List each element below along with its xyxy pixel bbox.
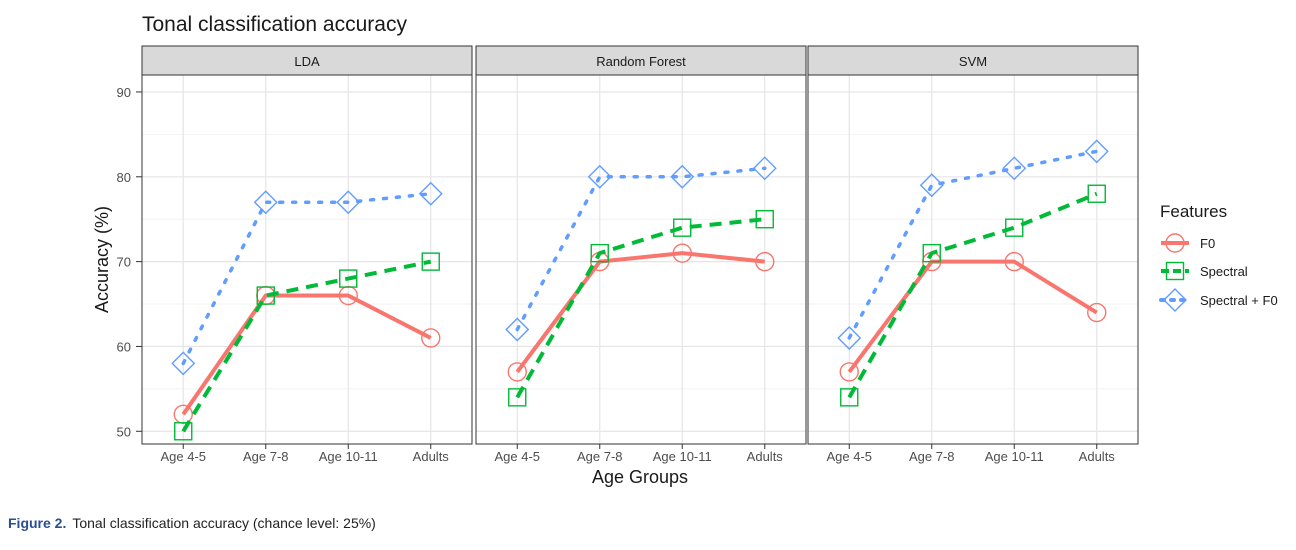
data-point-marker — [421, 252, 440, 271]
data-point-marker — [339, 269, 358, 288]
legend-key-marker — [1165, 233, 1185, 253]
data-point-marker — [670, 164, 695, 189]
legend-key-marker — [1163, 288, 1187, 312]
series-line-f0 — [515, 251, 765, 374]
data-point-marker — [587, 164, 612, 189]
data-point-marker — [1087, 302, 1107, 323]
chart-title: Tonal classification accuracy — [142, 13, 407, 36]
y-tick-label: 50 — [117, 424, 131, 439]
data-point-marker — [336, 190, 361, 215]
facet-strip — [475, 45, 807, 76]
legend-label: Spectral + F0 — [1200, 293, 1278, 308]
figure-caption-label: Figure 2. — [8, 515, 67, 531]
x-tick-label: Age 4-5 — [494, 449, 540, 464]
data-point-marker — [840, 388, 859, 407]
x-tick-label: Age 10-11 — [653, 449, 712, 464]
legend-label: Spectral — [1200, 264, 1248, 279]
series-line-spectral-f0 — [515, 166, 767, 332]
panel-background — [142, 75, 472, 444]
data-point-marker — [672, 243, 692, 263]
data-point-marker — [673, 218, 692, 237]
x-tick-label: Age 7-8 — [577, 449, 623, 464]
y-axis-label: Accuracy (%) — [92, 206, 112, 313]
facet-title: SVM — [959, 54, 987, 69]
series-line-spectral-f0 — [181, 192, 433, 366]
data-point-marker — [505, 317, 530, 342]
data-point-marker — [752, 156, 777, 181]
series-line-spectral-f0 — [847, 149, 1099, 340]
data-point-marker — [1002, 156, 1027, 181]
series-line-f0 — [181, 293, 432, 416]
y-tick-label: 90 — [117, 85, 131, 100]
data-point-marker — [755, 251, 775, 272]
figure-caption-text: Tonal classification accuracy (chance le… — [72, 515, 376, 531]
facet-title: LDA — [294, 54, 320, 69]
series-line-spectral — [181, 259, 432, 433]
panel-background — [808, 75, 1138, 444]
data-point-marker — [837, 325, 862, 350]
data-point-marker — [1004, 251, 1024, 272]
legend-label: F0 — [1200, 236, 1215, 251]
x-tick-label: Adults — [747, 449, 784, 464]
data-point-marker — [919, 173, 944, 198]
faceted-line-chart: Tonal classification accuracy Accuracy (%… — [92, 13, 1278, 487]
x-tick-label: Age 7-8 — [909, 449, 955, 464]
facet-title: Random Forest — [596, 54, 686, 69]
data-point-marker — [839, 362, 859, 382]
data-point-marker — [922, 243, 941, 263]
panel-border — [475, 74, 807, 445]
x-tick-label: Age 10-11 — [985, 449, 1044, 464]
figure-caption: Figure 2. Tonal classification accuracy (… — [8, 515, 376, 531]
data-point-marker — [1005, 218, 1024, 237]
y-tick-label: 70 — [117, 255, 131, 270]
panel-border — [141, 74, 473, 445]
x-tick-label: Adults — [413, 449, 450, 464]
y-tick-label: 60 — [117, 339, 131, 354]
legend-title: Features — [1160, 202, 1227, 221]
data-point-marker — [174, 422, 193, 441]
x-axis-label: Age Groups — [592, 467, 688, 487]
series-line-f0 — [847, 259, 1098, 374]
data-point-marker — [1084, 139, 1109, 164]
x-tick-label: Age 4-5 — [160, 449, 206, 464]
series-line-spectral — [515, 217, 765, 399]
series-line-spectral — [847, 191, 1098, 399]
data-point-marker — [256, 286, 275, 305]
legend-key-marker — [1165, 261, 1185, 281]
facet-strip — [807, 45, 1139, 76]
data-point-marker — [590, 243, 609, 263]
x-tick-label: Age 4-5 — [826, 449, 872, 464]
data-point-marker — [508, 388, 527, 407]
data-point-marker — [1087, 184, 1106, 203]
data-point-marker — [755, 210, 774, 229]
x-tick-label: Age 7-8 — [243, 449, 289, 464]
x-tick-label: Age 10-11 — [319, 449, 378, 464]
data-point-marker — [171, 351, 196, 376]
data-point-marker — [507, 362, 527, 382]
data-point-marker — [418, 181, 443, 206]
x-tick-label: Adults — [1079, 449, 1116, 464]
y-tick-label: 80 — [117, 170, 131, 185]
panel-border — [807, 74, 1139, 445]
facet-strip — [141, 45, 473, 76]
data-point-marker — [421, 328, 441, 348]
data-point-marker — [253, 190, 278, 215]
